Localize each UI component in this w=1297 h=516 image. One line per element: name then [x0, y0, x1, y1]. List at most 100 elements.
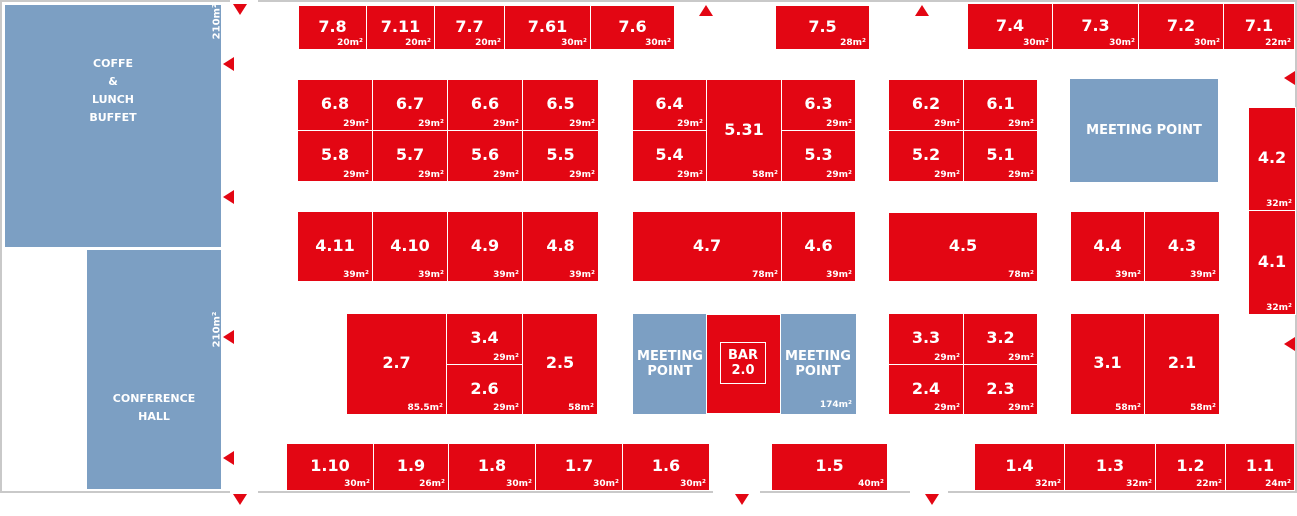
booth-number: 7.8	[318, 16, 347, 36]
booth-6-5[interactable]: 6.5 29m²	[522, 79, 599, 131]
booth-size: 78m²	[1008, 270, 1034, 280]
booth-size: 22m²	[1265, 38, 1291, 48]
booth-1-5[interactable]: 1.5 40m²	[771, 443, 888, 491]
booth-7-5[interactable]: 7.5 28m²	[775, 5, 870, 50]
booth-2-5[interactable]: 2.5 58m²	[522, 313, 598, 415]
booth-1-4[interactable]: 1.4 32m²	[974, 443, 1065, 491]
booth-number: 4.1	[1257, 251, 1287, 271]
booth-3-1[interactable]: 3.1 58m²	[1070, 313, 1145, 415]
meeting-point-bar-left[interactable]: MEETING POINT	[633, 314, 707, 414]
booth-5-2[interactable]: 5.2 29m²	[888, 130, 964, 182]
booth-3-4[interactable]: 3.4 29m²	[446, 313, 523, 365]
booth-size: 32m²	[1266, 303, 1292, 313]
booth-size: 28m²	[840, 38, 866, 48]
booth-5-7[interactable]: 5.7 29m²	[372, 130, 448, 182]
booth-1-10[interactable]: 1.10 30m²	[286, 443, 374, 491]
booth-number: 5.5	[546, 144, 575, 164]
booth-6-6[interactable]: 6.6 29m²	[447, 79, 523, 131]
booth-5-5[interactable]: 5.5 29m²	[522, 130, 599, 182]
booth-2-1[interactable]: 2.1 58m²	[1144, 313, 1220, 415]
booth-size: 78m²	[752, 270, 778, 280]
booth-4-3[interactable]: 4.3 39m²	[1144, 211, 1220, 282]
booth-number: 5.4	[655, 144, 684, 164]
booth-number: 4.4	[1093, 235, 1122, 255]
booth-4-4[interactable]: 4.4 39m²	[1070, 211, 1145, 282]
booth-number: 1.5	[815, 455, 844, 475]
booth-5-6[interactable]: 5.6 29m²	[447, 130, 523, 182]
booth-5-1[interactable]: 5.1 29m²	[963, 130, 1038, 182]
meeting-point-bar-right[interactable]: MEETING POINT 174m²	[780, 314, 856, 414]
booth-5-3[interactable]: 5.3 29m²	[781, 130, 856, 182]
booth-number: 2.5	[545, 352, 575, 372]
booth-size: 29m²	[1008, 403, 1034, 413]
booth-number: 2.3	[986, 378, 1015, 398]
booth-1-2[interactable]: 1.2 22m²	[1155, 443, 1226, 491]
booth-1-9[interactable]: 1.9 26m²	[373, 443, 449, 491]
booth-6-8[interactable]: 6.8 29m²	[297, 79, 373, 131]
booth-number: 6.2	[911, 93, 941, 113]
booth-4-1[interactable]: 4.1 32m²	[1248, 210, 1296, 315]
booth-4-9[interactable]: 4.9 39m²	[447, 211, 523, 282]
wall-bottom-mid	[258, 491, 713, 493]
booth-4-6[interactable]: 4.6 39m²	[781, 211, 856, 282]
booth-4-10[interactable]: 4.10 39m²	[372, 211, 448, 282]
booth-number: 1.8	[477, 455, 507, 475]
booth-number: 7.3	[1081, 15, 1110, 35]
booth-6-3[interactable]: 6.3 29m²	[781, 79, 856, 131]
booth-1-8[interactable]: 1.8 30m²	[448, 443, 536, 491]
booth-size: 58m²	[1115, 403, 1141, 413]
booth-7-2[interactable]: 7.2 30m²	[1138, 3, 1224, 50]
booth-5-8[interactable]: 5.8 29m²	[297, 130, 373, 182]
booth-size: 39m²	[1115, 270, 1141, 280]
booth-6-1[interactable]: 6.1 29m²	[963, 79, 1038, 131]
booth-7-7[interactable]: 7.7 20m²	[434, 5, 505, 50]
bar-2-0[interactable]: BAR 2.0	[706, 314, 781, 414]
booth-size: 29m²	[1008, 353, 1034, 363]
booth-4-8[interactable]: 4.8 39m²	[522, 211, 599, 282]
booth-6-2[interactable]: 6.2 29m²	[888, 79, 964, 131]
booth-size: 30m²	[645, 38, 671, 48]
booth-5-4[interactable]: 5.4 29m²	[632, 130, 707, 182]
booth-number: 4.9	[470, 235, 500, 255]
booth-2-4[interactable]: 2.4 29m²	[888, 364, 964, 415]
booth-7-8[interactable]: 7.8 20m²	[298, 5, 367, 50]
booth-size: 40m²	[858, 479, 884, 489]
booth-7-6[interactable]: 7.6 30m²	[590, 5, 675, 50]
booth-2-6[interactable]: 2.6 29m²	[446, 364, 523, 415]
booth-1-7[interactable]: 1.7 30m²	[535, 443, 623, 491]
booth-5-31[interactable]: 5.31 58m²	[706, 79, 782, 182]
exit-arrow-top-3	[915, 5, 929, 16]
meeting-point-right[interactable]: MEETING POINT	[1070, 79, 1218, 182]
booth-7-4[interactable]: 7.4 30m²	[967, 3, 1053, 50]
exit-arrow-top-2	[699, 5, 713, 16]
booth-7-3[interactable]: 7.3 30m²	[1052, 3, 1139, 50]
coffee-lunch-buffet-area[interactable]: COFFE & LUNCH BUFFET 210m²	[5, 4, 223, 247]
booth-3-3[interactable]: 3.3 29m²	[888, 313, 964, 365]
booth-4-11[interactable]: 4.11 39m²	[297, 211, 373, 282]
booth-6-7[interactable]: 6.7 29m²	[372, 79, 448, 131]
booth-size: 29m²	[493, 119, 519, 129]
booth-4-7[interactable]: 4.7 78m²	[632, 211, 782, 282]
booth-number: 4.11	[315, 235, 355, 255]
booth-3-2[interactable]: 3.2 29m²	[963, 313, 1038, 365]
conference-hall-area[interactable]: CONFERENCE HALL 210m²	[87, 250, 223, 489]
booth-6-4[interactable]: 6.4 29m²	[632, 79, 707, 131]
booth-7-11[interactable]: 7.11 20m²	[366, 5, 435, 50]
booth-1-3[interactable]: 1.3 32m²	[1064, 443, 1156, 491]
booth-2-7[interactable]: 2.7 85.5m²	[346, 313, 447, 415]
booth-7-61[interactable]: 7.61 30m²	[504, 5, 591, 50]
booth-4-5[interactable]: 4.5 78m²	[888, 212, 1038, 282]
booth-size: 29m²	[934, 119, 960, 129]
bar-label: BAR 2.0	[728, 348, 758, 378]
booth-7-1[interactable]: 7.1 22m²	[1223, 3, 1295, 50]
booth-number: 7.1	[1244, 15, 1274, 35]
booth-size: 39m²	[569, 270, 595, 280]
booth-number: 1.2	[1176, 455, 1205, 475]
booth-4-2[interactable]: 4.2 32m²	[1248, 107, 1296, 211]
booth-1-6[interactable]: 1.6 30m²	[622, 443, 710, 491]
booth-size: 85.5m²	[407, 403, 443, 413]
booth-2-3[interactable]: 2.3 29m²	[963, 364, 1038, 415]
booth-size: 29m²	[493, 170, 519, 180]
booth-1-1[interactable]: 1.1 24m²	[1225, 443, 1295, 491]
